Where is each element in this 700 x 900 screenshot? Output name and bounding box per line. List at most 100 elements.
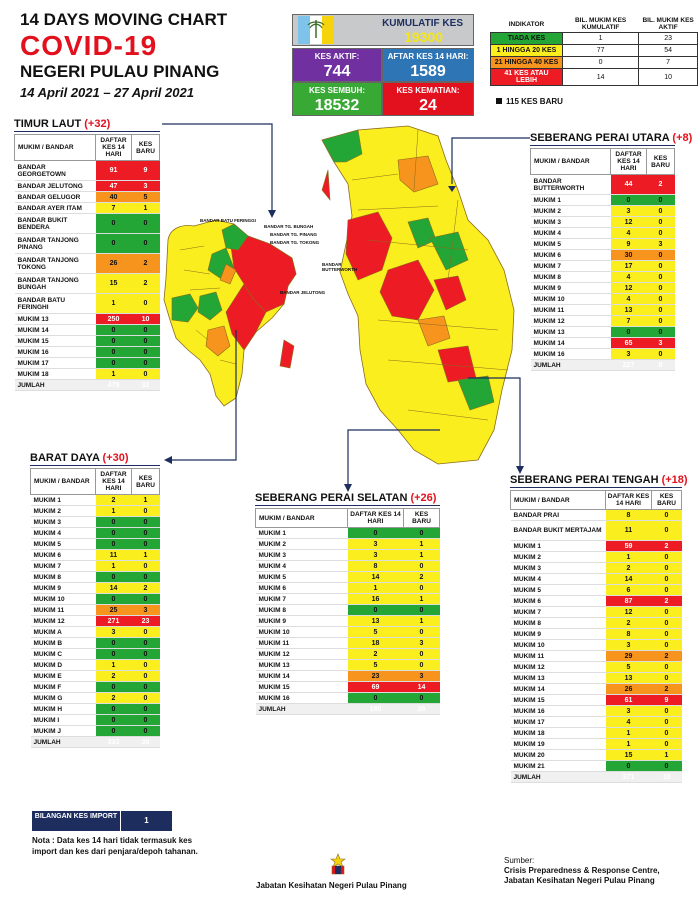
mukim-name: MUKIM 5 — [255, 571, 348, 583]
mukim-name: MUKIM 3 — [255, 549, 348, 561]
source-label: Sumber: — [504, 856, 535, 865]
mukim-name: MUKIM 16 — [14, 346, 96, 358]
baru-value: 0 — [131, 516, 160, 528]
kumulatif-value: 19300 — [404, 29, 443, 45]
aftar-kes-box: AFTAR KES 14 HARI: 1589 — [382, 48, 474, 82]
daftar-value: 23 — [347, 670, 404, 682]
baru-value: 0 — [651, 551, 682, 563]
region-data-table: MUKIM / BANDAR DAFTAR KES 14 HARI KES BARU… — [510, 490, 682, 783]
daftar-value: 0 — [95, 324, 132, 336]
daftar-value: 65 — [610, 337, 647, 349]
daftar-value: 13 — [610, 304, 647, 316]
baru-value: 1 — [131, 494, 160, 506]
daftar-value: 16 — [347, 593, 404, 605]
total-label: JUMLAH — [510, 771, 606, 783]
daftar-value: 3 — [95, 626, 132, 638]
mukim-name: MUKIM 4 — [30, 527, 96, 539]
table-row: MUKIM 21 0 0 — [510, 760, 682, 772]
table-row: MUKIM 9 14 2 — [30, 582, 160, 594]
baru-value: 0 — [403, 648, 440, 660]
mukim-name: BANDAR BUKIT MERTAJAM — [510, 520, 606, 541]
table-row: BANDAR BUKIT MERTAJAM 11 0 — [510, 520, 682, 541]
total-baru: 8 — [646, 359, 675, 371]
daftar-value: 26 — [605, 683, 652, 695]
daftar-value: 0 — [347, 527, 404, 539]
mukim-name: MUKIM 14 — [530, 337, 611, 349]
table-row: MUKIM 1 59 2 — [510, 540, 682, 552]
baru-value: 2 — [651, 683, 682, 695]
col-header-daftar: DAFTAR KES 14 HARI — [605, 490, 652, 510]
region-data-table: MUKIM / BANDAR DAFTAR KES 14 HARI KES BARU… — [530, 148, 675, 371]
baru-value: 0 — [646, 315, 675, 327]
baru-value: 1 — [403, 538, 440, 550]
daftar-value: 271 — [95, 615, 132, 627]
mukim-name: MUKIM 1 — [510, 540, 606, 552]
col-header-mukim: MUKIM / BANDAR — [530, 148, 611, 175]
mukim-name: MUKIM 15 — [255, 681, 348, 693]
baru-value: 0 — [131, 571, 160, 583]
mukim-name: MUKIM G — [30, 692, 96, 704]
mukim-name: MUKIM 10 — [510, 639, 606, 651]
baru-value: 9 — [651, 694, 682, 706]
daftar-value: 1 — [95, 293, 132, 314]
mukim-name: MUKIM 11 — [255, 637, 348, 649]
mukim-name: MUKIM 16 — [530, 348, 611, 360]
daftar-value: 12 — [610, 216, 647, 228]
daftar-value: 40 — [95, 191, 132, 203]
mukim-name: MUKIM 11 — [530, 304, 611, 316]
daftar-value: 15 — [95, 273, 132, 294]
mukim-name: MUKIM 4 — [255, 560, 348, 572]
baru-value: 0 — [651, 562, 682, 574]
mukim-name: MUKIM 11 — [510, 650, 606, 662]
mukim-name: MUKIM 6 — [510, 595, 606, 607]
table-row: MUKIM 13 5 0 — [255, 659, 440, 671]
timur-laut-table: TIMUR LAUT (+32) MUKIM / BANDAR DAFTAR KES… — [14, 118, 160, 391]
barat-daya-table: BARAT DAYA (+30) MUKIM / BANDAR DAFTAR KES… — [30, 452, 160, 748]
mukim-name: MUKIM 5 — [530, 238, 611, 250]
baru-value: 0 — [403, 626, 440, 638]
table-row: BANDAR GELUGOR 40 5 — [14, 191, 160, 203]
mukim-name: BANDAR GEORGETOWN — [14, 160, 96, 181]
mukim-name: MUKIM 18 — [510, 727, 606, 739]
baru-value: 0 — [131, 346, 160, 358]
daftar-value: 0 — [95, 335, 132, 347]
daftar-value: 18 — [347, 637, 404, 649]
daftar-value: 14 — [95, 582, 132, 594]
baru-value: 0 — [403, 527, 440, 539]
mukim-name: MUKIM 9 — [530, 282, 611, 294]
table-row: MUKIM 20 15 1 — [510, 749, 682, 761]
kes-aktif-label: KES AKTIF: — [314, 52, 360, 61]
daftar-value: 11 — [95, 549, 132, 561]
table-row: BANDAR BATU FERINGHI 1 0 — [14, 293, 160, 314]
mukim-name: MUKIM 14 — [255, 670, 348, 682]
kes-sembuh-value: 18532 — [314, 97, 360, 114]
baru-value: 0 — [651, 628, 682, 640]
baru-value: 0 — [651, 509, 682, 521]
mukim-name: MUKIM 8 — [510, 617, 606, 629]
daftar-value: 11 — [605, 520, 652, 541]
table-row: MUKIM 12 5 0 — [510, 661, 682, 673]
col-header-mukim: MUKIM / BANDAR — [510, 490, 606, 510]
table-row: BANDAR TANJONG BUNGAH 15 2 — [14, 273, 160, 294]
table-row: MUKIM 10 3 0 — [510, 639, 682, 651]
table-row: MUKIM 13 0 0 — [530, 326, 675, 338]
label-butterworth: BANDAR BUTTERWORTH — [322, 262, 358, 272]
aktif-header: BIL. MUKIM KES AKTIF — [642, 17, 694, 31]
daftar-value: 0 — [605, 760, 652, 772]
baru-value: 1 — [131, 549, 160, 561]
baru-value: 0 — [651, 672, 682, 684]
col-header-mukim: MUKIM / BANDAR — [255, 508, 348, 528]
mukim-name: MUKIM D — [30, 659, 96, 671]
kumulatif-label: KUMULATIF KES — [382, 18, 463, 29]
region-name: SEBERANG PERAI UTARA — [530, 132, 673, 144]
baru-value: 0 — [651, 738, 682, 750]
baru-value: 0 — [131, 527, 160, 539]
